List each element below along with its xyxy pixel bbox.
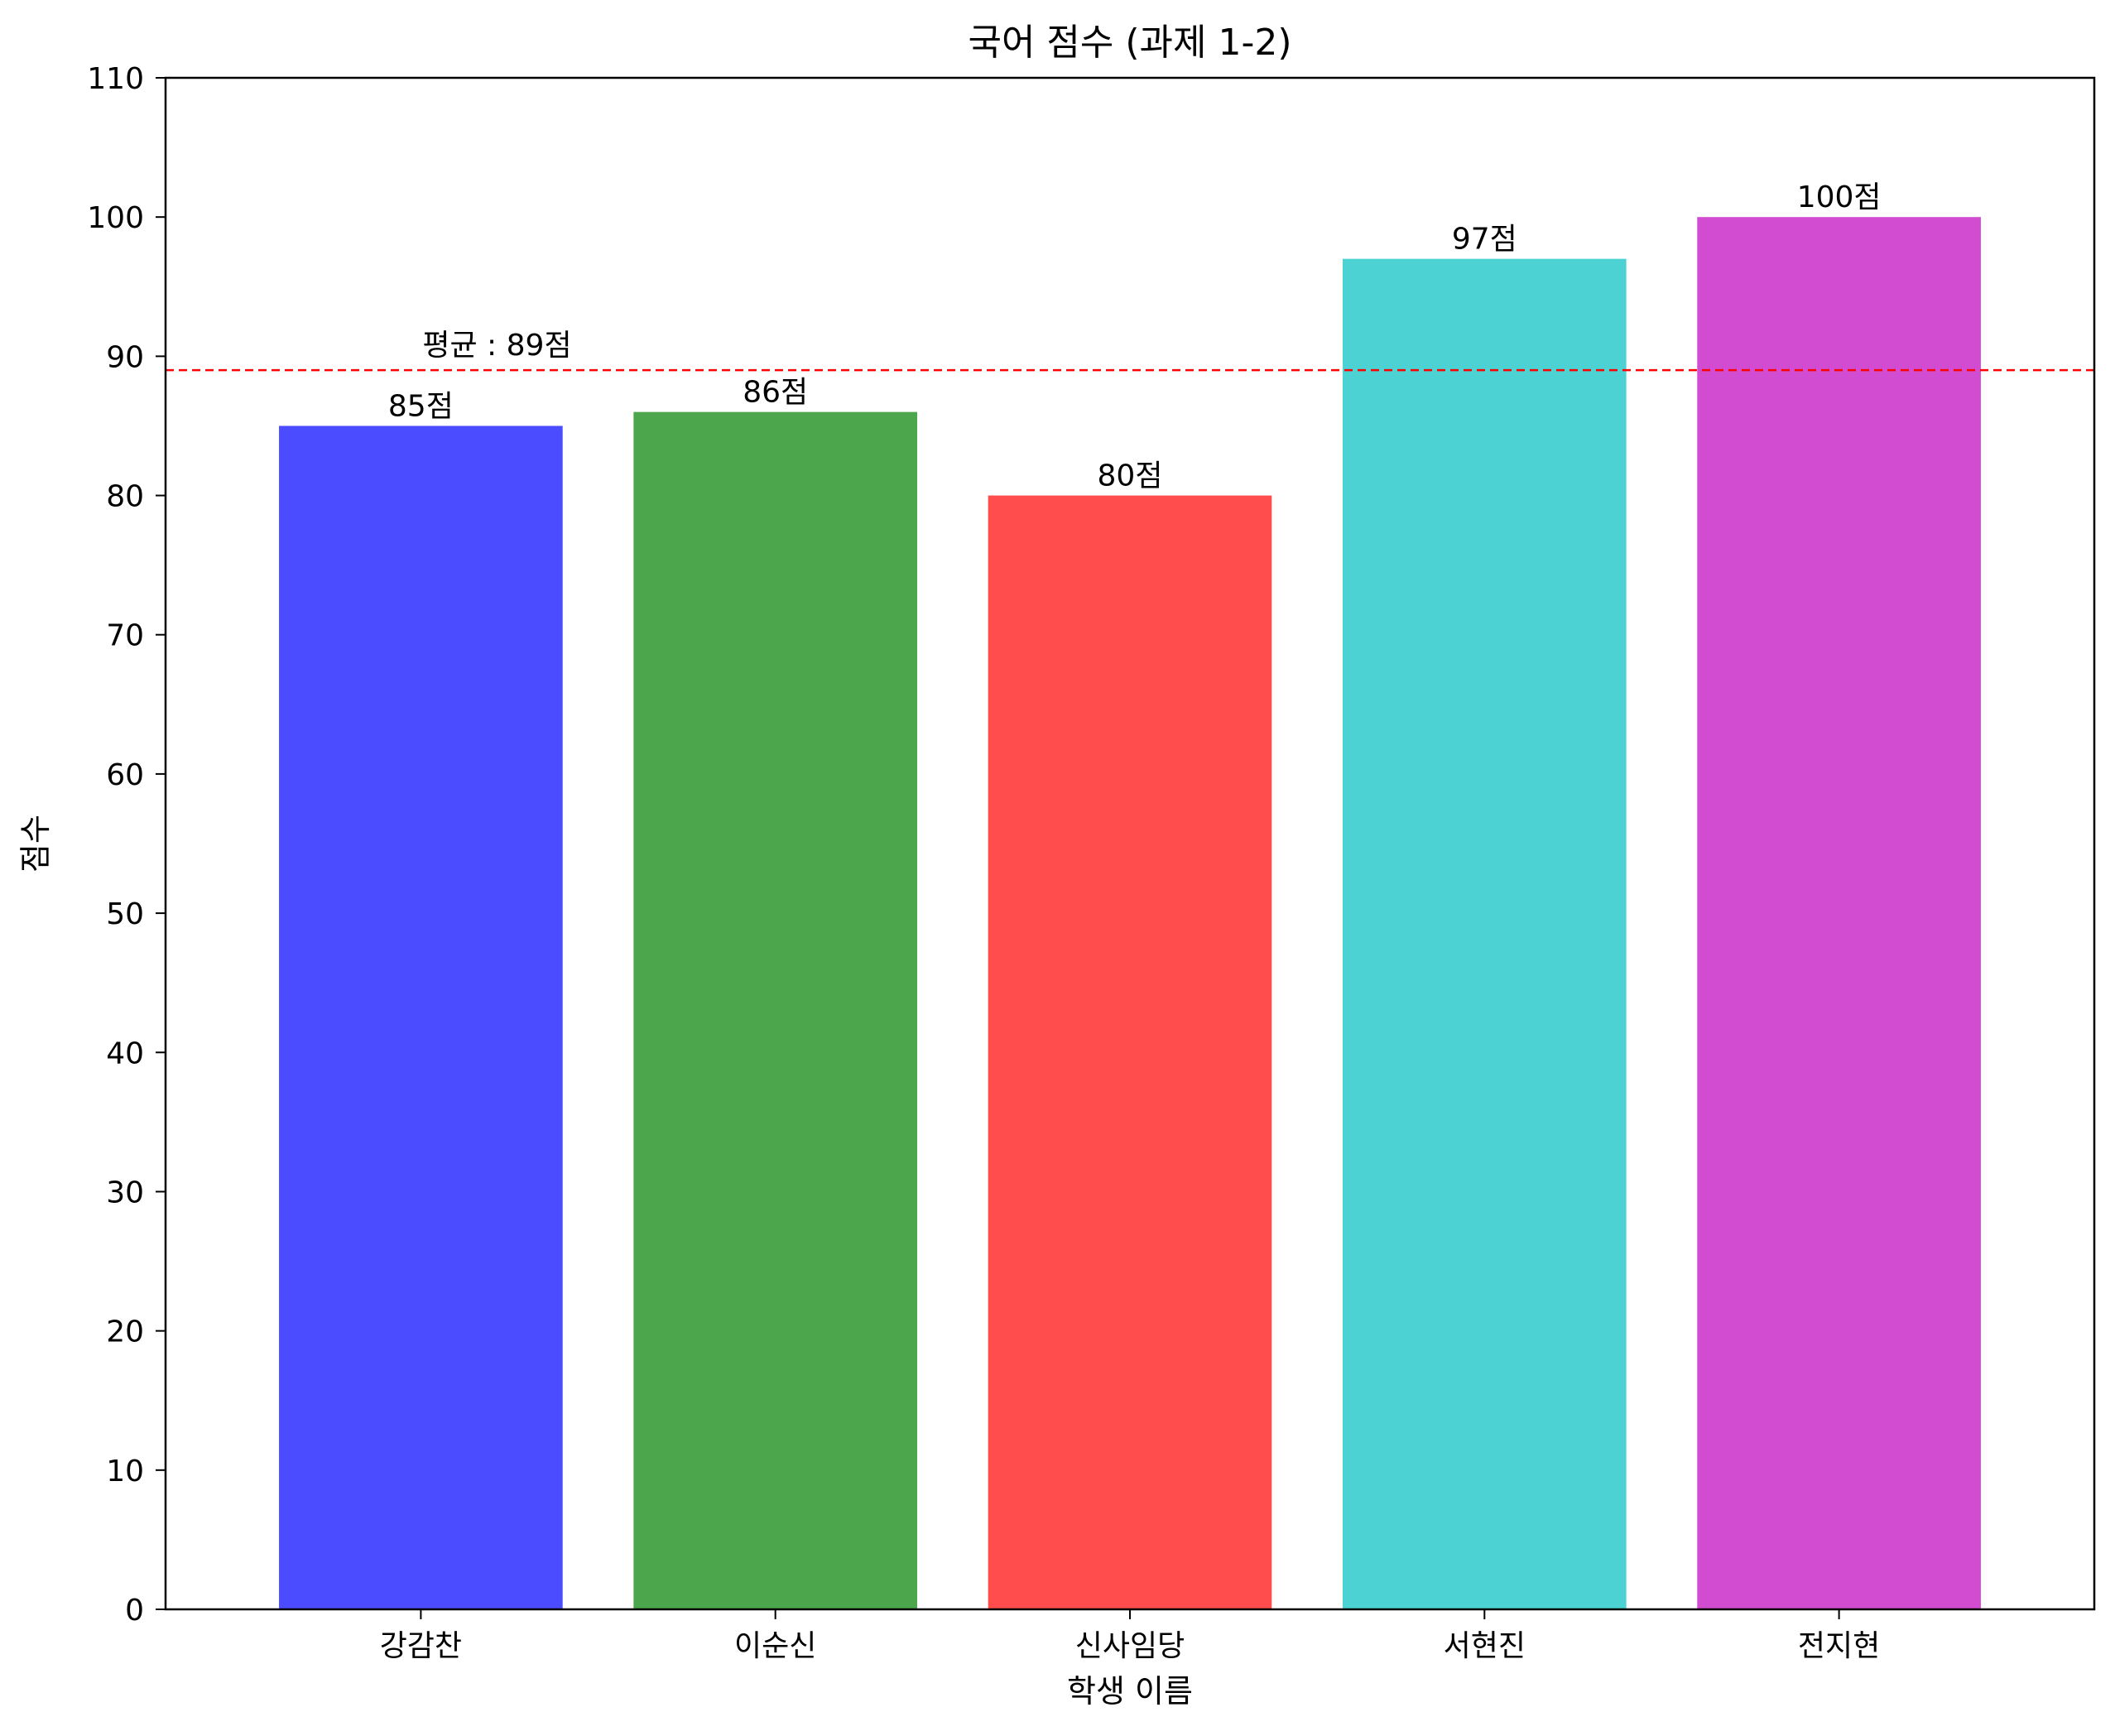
x-tick-label: 신사임당	[1075, 1629, 1185, 1663]
bar-value-label: 80점	[1098, 459, 1163, 493]
bar-5	[1697, 217, 1981, 1609]
chart-title: 국어 점수 (과제 1-2)	[968, 22, 1291, 64]
bars-group	[279, 217, 1981, 1610]
x-tick-label: 서현진	[1444, 1629, 1526, 1663]
y-tick-label: 30	[106, 1176, 144, 1209]
y-tick-label: 20	[106, 1315, 144, 1349]
y-tick-label: 70	[106, 619, 144, 653]
bar-value-label: 100점	[1797, 180, 1882, 214]
bar-value-label: 85점	[388, 389, 454, 423]
y-tick-label: 60	[106, 758, 144, 792]
bar-3	[988, 495, 1272, 1610]
x-tick-label: 강감찬	[380, 1629, 462, 1663]
y-axis-title: 점수	[17, 815, 54, 873]
y-tick-label: 80	[106, 480, 144, 514]
y-tick-label: 40	[106, 1036, 144, 1070]
x-tick-label: 전지현	[1798, 1629, 1880, 1663]
bar-2	[633, 411, 918, 1609]
bar-4	[1342, 258, 1627, 1609]
y-axis: 0 10 20 30 40 50 60 70 80 90 100 110	[87, 62, 166, 1628]
bar-value-label: 97점	[1452, 223, 1517, 257]
y-tick-label: 100	[87, 201, 144, 235]
bar-value-label: 86점	[743, 376, 808, 410]
y-tick-label: 90	[106, 340, 144, 374]
y-tick-label: 10	[106, 1455, 144, 1488]
average-label: 평균 : 89점	[422, 329, 571, 363]
plot-frame	[164, 76, 2096, 1611]
x-tick-label: 이순신	[734, 1629, 816, 1663]
bar-1	[279, 426, 563, 1609]
y-tick-label: 110	[87, 62, 144, 96]
x-axis-title: 학생 이름	[1067, 1673, 1193, 1710]
bar-value-labels: 85점 86점 80점 97점 100점	[388, 180, 1882, 493]
y-tick-label: 50	[106, 897, 144, 931]
y-tick-label: 0	[125, 1594, 144, 1628]
x-axis: 강감찬 이순신 신사임당 서현진 전지현	[380, 1609, 1880, 1663]
